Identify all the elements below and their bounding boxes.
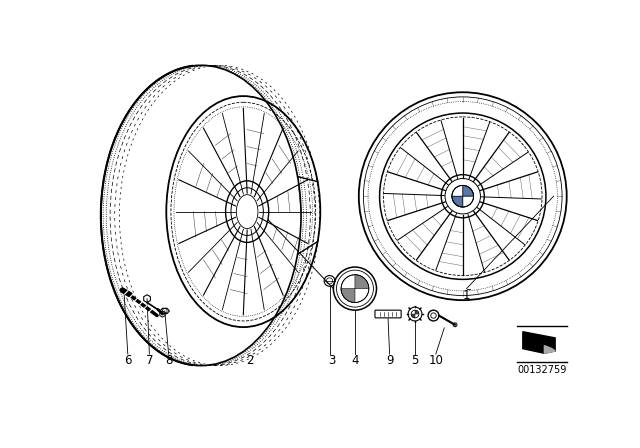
Text: 10: 10: [428, 354, 444, 367]
Wedge shape: [452, 185, 463, 196]
Wedge shape: [415, 310, 419, 314]
Text: 3: 3: [328, 354, 335, 367]
Wedge shape: [411, 314, 415, 318]
Text: 9: 9: [386, 354, 394, 367]
Text: 8: 8: [165, 354, 172, 367]
Wedge shape: [463, 196, 474, 207]
Text: 4: 4: [351, 354, 358, 367]
Text: 00132759: 00132759: [517, 365, 566, 375]
Wedge shape: [452, 196, 463, 207]
Wedge shape: [355, 275, 369, 289]
Text: 5: 5: [412, 354, 419, 367]
Polygon shape: [545, 345, 555, 353]
Wedge shape: [341, 289, 355, 302]
Text: 6: 6: [124, 354, 132, 367]
Text: 1: 1: [463, 289, 470, 302]
Text: 7: 7: [146, 354, 153, 367]
Text: 2: 2: [246, 354, 253, 367]
Wedge shape: [463, 185, 474, 196]
Polygon shape: [523, 332, 555, 353]
